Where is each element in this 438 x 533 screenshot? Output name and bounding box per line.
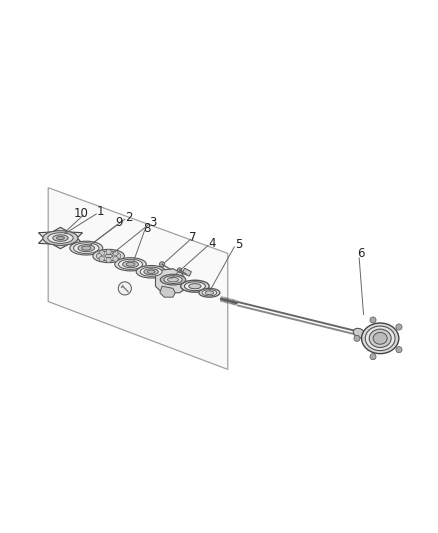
Ellipse shape <box>144 269 158 275</box>
Text: 1: 1 <box>97 205 105 218</box>
Ellipse shape <box>168 277 179 282</box>
Circle shape <box>106 249 111 255</box>
Circle shape <box>113 251 118 256</box>
Ellipse shape <box>115 257 146 271</box>
Ellipse shape <box>160 274 186 285</box>
Ellipse shape <box>136 265 166 278</box>
Ellipse shape <box>373 333 387 344</box>
Polygon shape <box>160 286 175 297</box>
Circle shape <box>96 253 102 259</box>
Circle shape <box>116 253 121 259</box>
Polygon shape <box>182 268 191 276</box>
Ellipse shape <box>147 270 155 273</box>
Circle shape <box>113 256 118 262</box>
Ellipse shape <box>126 262 135 266</box>
Polygon shape <box>155 269 186 293</box>
Polygon shape <box>39 228 82 249</box>
Ellipse shape <box>177 268 182 272</box>
Text: 7: 7 <box>189 231 197 244</box>
Circle shape <box>99 251 104 256</box>
Ellipse shape <box>205 291 214 295</box>
Circle shape <box>370 317 376 323</box>
Ellipse shape <box>199 288 220 297</box>
Ellipse shape <box>202 289 217 296</box>
Ellipse shape <box>140 267 162 276</box>
Text: 5: 5 <box>235 238 242 251</box>
Ellipse shape <box>48 233 73 244</box>
Ellipse shape <box>370 327 381 345</box>
Ellipse shape <box>189 284 201 289</box>
Ellipse shape <box>353 328 365 338</box>
Ellipse shape <box>57 236 64 240</box>
Ellipse shape <box>159 262 165 267</box>
Ellipse shape <box>180 280 209 292</box>
Circle shape <box>396 324 402 330</box>
Ellipse shape <box>97 251 120 261</box>
Ellipse shape <box>93 249 124 263</box>
Ellipse shape <box>78 245 95 252</box>
Ellipse shape <box>361 323 399 354</box>
Ellipse shape <box>164 276 182 284</box>
Circle shape <box>99 256 104 262</box>
Ellipse shape <box>118 282 131 295</box>
Ellipse shape <box>70 241 102 255</box>
Ellipse shape <box>118 259 142 269</box>
Text: 9: 9 <box>115 216 123 229</box>
Ellipse shape <box>43 231 78 245</box>
Ellipse shape <box>74 243 99 253</box>
Ellipse shape <box>81 246 91 250</box>
Polygon shape <box>48 188 228 369</box>
Text: 2: 2 <box>125 211 133 223</box>
Ellipse shape <box>369 329 391 348</box>
Circle shape <box>370 353 376 360</box>
Text: 4: 4 <box>208 237 216 250</box>
Ellipse shape <box>123 261 138 268</box>
Ellipse shape <box>184 282 205 290</box>
Circle shape <box>106 257 111 263</box>
Text: 8: 8 <box>143 222 150 235</box>
Ellipse shape <box>105 254 113 257</box>
Circle shape <box>354 335 360 342</box>
Text: 10: 10 <box>74 207 89 220</box>
Text: 6: 6 <box>357 247 365 260</box>
Circle shape <box>396 346 402 353</box>
Ellipse shape <box>53 235 68 241</box>
Ellipse shape <box>365 326 395 351</box>
Text: 3: 3 <box>150 216 157 229</box>
